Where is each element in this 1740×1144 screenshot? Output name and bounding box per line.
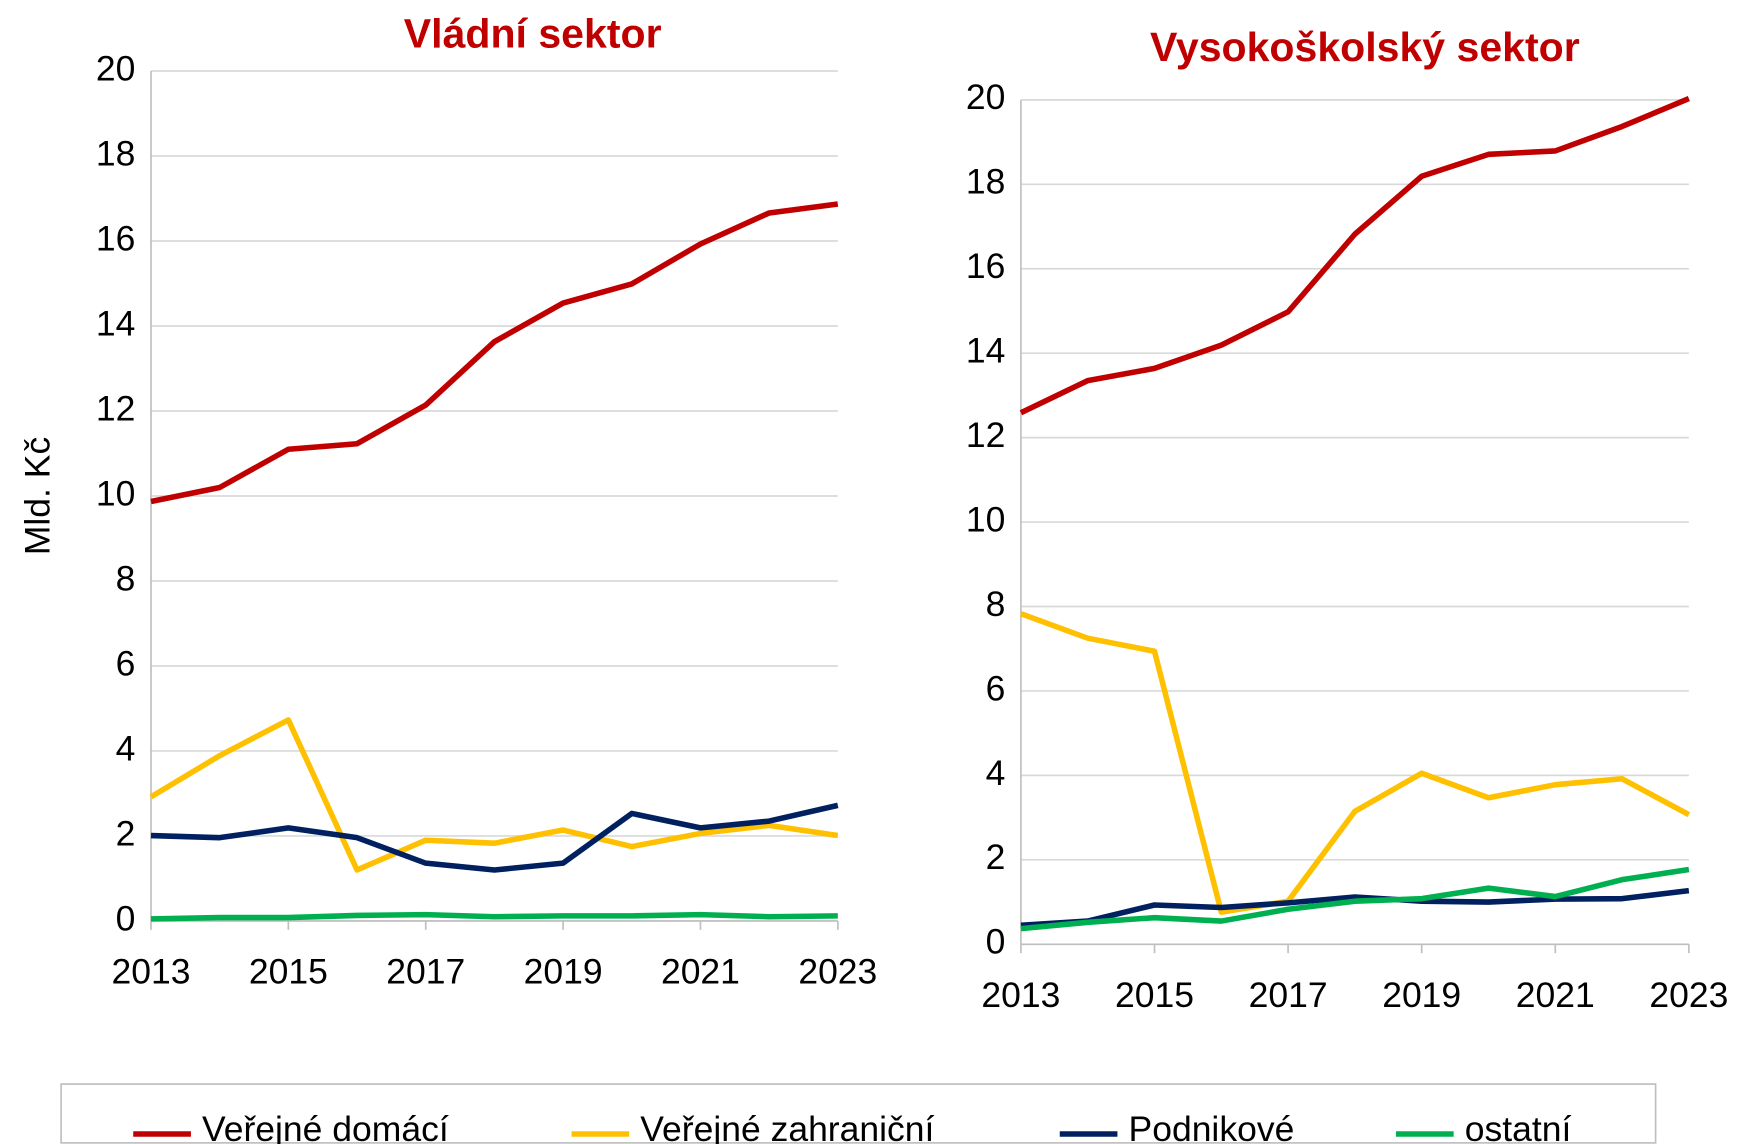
x-tick-label: 2013 — [981, 975, 1060, 1015]
y-tick-label: 0 — [986, 922, 1006, 962]
data-line — [1020, 887, 1690, 929]
x-tick-label: 2013 — [111, 952, 190, 992]
y-tick-label: 14 — [96, 303, 135, 343]
data-line — [150, 201, 839, 505]
y-tick-label: 16 — [96, 218, 135, 258]
data-line — [1020, 866, 1690, 932]
legend-label: Podnikové — [1129, 1109, 1295, 1144]
x-tick-label: 2017 — [386, 952, 465, 992]
x-tick-label: 2015 — [249, 952, 328, 992]
y-tick-label: 12 — [96, 388, 135, 428]
y-tick-label: 18 — [96, 133, 135, 173]
y-tick-label: 20 — [96, 48, 135, 88]
data-line — [1019, 96, 1690, 416]
y-tick-label: 14 — [966, 331, 1006, 371]
x-tick-label: 2017 — [1249, 975, 1328, 1015]
chart-title: Vysokoškolský sektor — [1150, 24, 1580, 70]
y-tick-label: 2 — [116, 813, 136, 853]
y-tick-label: 10 — [966, 499, 1006, 539]
y-tick-label: 0 — [116, 898, 136, 938]
data-line — [1019, 611, 1691, 915]
y-tick-label: 4 — [116, 728, 136, 768]
y-tick-label: 18 — [966, 162, 1006, 202]
chart-title: Vládní sektor — [404, 10, 662, 56]
y-axis-label: Mld. Kč — [17, 437, 57, 555]
legend-label: Veřejné domácí — [202, 1109, 449, 1144]
y-tick-label: 20 — [966, 77, 1006, 117]
x-tick-label: 2021 — [1516, 975, 1595, 1015]
data-line — [149, 717, 839, 873]
y-tick-label: 6 — [986, 668, 1006, 708]
x-tick-label: 2023 — [1649, 975, 1728, 1015]
y-tick-label: 8 — [986, 584, 1006, 624]
y-tick-label: 4 — [986, 753, 1006, 793]
legend-label: ostatní — [1465, 1109, 1572, 1144]
x-tick-label: 2019 — [524, 952, 603, 992]
x-tick-label: 2021 — [661, 952, 740, 992]
y-tick-label: 2 — [986, 837, 1006, 877]
y-tick-label: 8 — [116, 558, 136, 598]
y-tick-label: 6 — [116, 643, 136, 683]
x-tick-label: 2019 — [1382, 975, 1461, 1015]
y-tick-label: 12 — [966, 415, 1006, 455]
data-line — [150, 911, 838, 922]
y-tick-label: 10 — [96, 473, 135, 513]
x-tick-label: 2023 — [798, 952, 877, 992]
legend-label: Veřejné zahraniční — [640, 1109, 934, 1144]
x-tick-label: 2015 — [1115, 975, 1194, 1015]
legend-box — [60, 1083, 1657, 1144]
y-tick-label: 16 — [966, 246, 1006, 286]
data-line — [150, 802, 839, 873]
